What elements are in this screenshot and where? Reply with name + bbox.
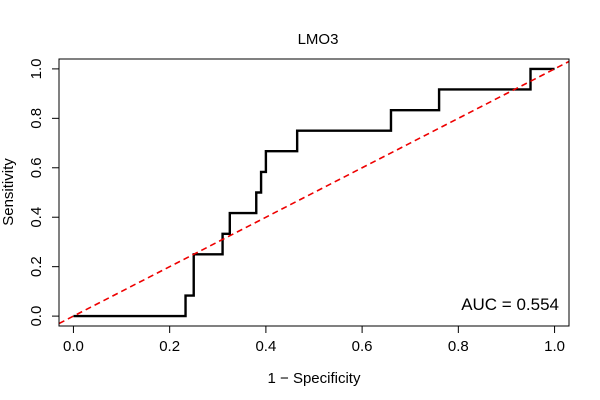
auc-annotation: AUC = 0.554 [461, 295, 559, 314]
y-tick-label: 0.6 [28, 157, 45, 178]
x-tick-label: 0.2 [159, 338, 180, 355]
y-tick-label: 0.8 [28, 108, 45, 129]
x-axis-label: 1 − Specificity [268, 370, 361, 387]
chart-title: LMO3 [298, 31, 339, 48]
x-tick-label: 0.6 [352, 338, 373, 355]
x-tick-label: 0.8 [448, 338, 469, 355]
y-axis-label: Sensitivity [0, 158, 17, 226]
y-tick-label: 0.0 [28, 306, 45, 327]
roc-curve-line [73, 67, 555, 318]
reference-diagonal-line [59, 60, 569, 325]
x-tick-label: 0.0 [63, 338, 84, 355]
y-tick-label: 0.2 [28, 256, 45, 277]
y-tick-label: 0.4 [28, 207, 45, 228]
x-tick-label: 1.0 [544, 338, 565, 355]
x-tick-label: 0.4 [255, 338, 276, 355]
y-tick-label: 1.0 [28, 58, 45, 79]
plot-frame [58, 58, 570, 327]
